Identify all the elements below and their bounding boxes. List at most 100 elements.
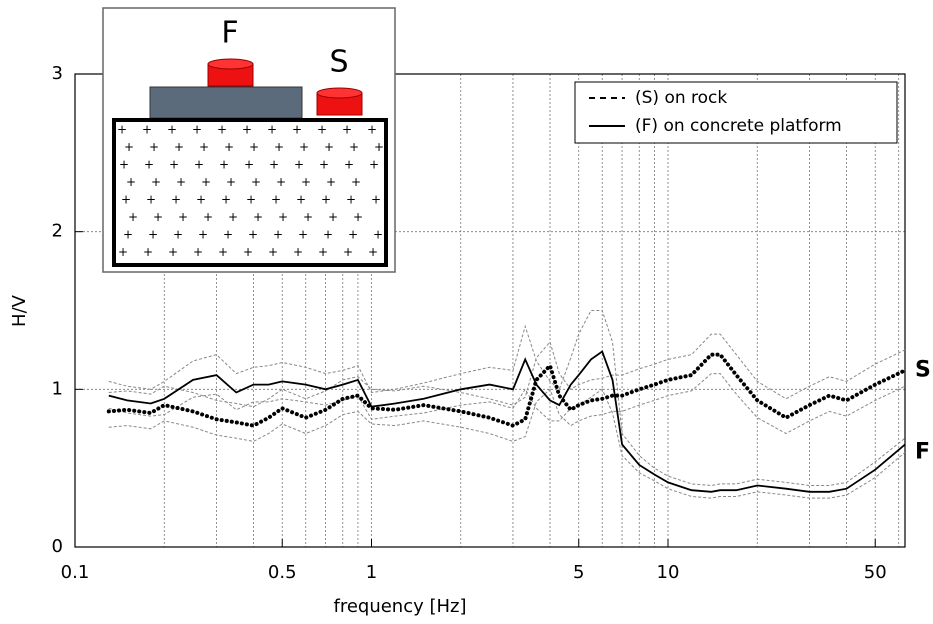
texture-mark: + <box>198 228 208 242</box>
texture-mark: + <box>278 210 288 224</box>
y-tick-label: 3 <box>52 63 63 84</box>
texture-mark: + <box>246 193 256 207</box>
y-tick-label: 2 <box>52 221 63 242</box>
texture-mark: + <box>351 175 361 189</box>
texture-mark: + <box>196 193 206 207</box>
series-end-label: S <box>915 357 931 382</box>
texture-mark: + <box>149 140 159 154</box>
texture-mark: + <box>221 193 231 207</box>
texture-mark: + <box>217 123 227 137</box>
texture-mark: + <box>293 245 303 259</box>
legend-box <box>574 81 898 144</box>
texture-mark: + <box>249 140 259 154</box>
texture-mark: + <box>317 123 327 137</box>
texture-mark: + <box>321 193 331 207</box>
texture-mark: + <box>218 245 228 259</box>
texture-mark: + <box>298 228 308 242</box>
band-line <box>108 373 906 442</box>
texture-mark: + <box>124 140 134 154</box>
texture-mark: + <box>223 228 233 242</box>
texture-mark: + <box>276 175 286 189</box>
texture-mark: + <box>143 245 153 259</box>
texture-mark: + <box>176 175 186 189</box>
inset-diagram: + + + + + + + + + + + + + + + + + + + + + + + + + + + + + + + + + + + + + + + +… <box>102 7 396 273</box>
texture-mark: + <box>144 158 154 172</box>
texture-mark: + <box>271 193 281 207</box>
texture-mark: + <box>299 140 309 154</box>
x-tick-label: 5 <box>573 562 584 583</box>
texture-mark: + <box>199 140 209 154</box>
texture-mark: + <box>203 210 213 224</box>
texture-mark: + <box>224 140 234 154</box>
texture-mark: + <box>326 175 336 189</box>
texture-mark: + <box>253 210 263 224</box>
texture-mark: + <box>151 175 161 189</box>
texture-mark: + <box>128 210 138 224</box>
texture-mark: + <box>118 245 128 259</box>
texture-mark: + <box>194 158 204 172</box>
band-line <box>108 333 906 408</box>
x-tick-label: 0.5 <box>268 562 297 583</box>
texture-mark: + <box>146 193 156 207</box>
inset-label: S <box>329 45 348 80</box>
texture-mark: + <box>323 228 333 242</box>
texture-mark: + <box>169 158 179 172</box>
texture-mark: + <box>244 158 254 172</box>
texture-mark: + <box>368 245 378 259</box>
texture-mark: + <box>292 123 302 137</box>
texture-mark: + <box>269 158 279 172</box>
sensor-s-top <box>316 87 363 99</box>
rock-texture: + + + + + + + + + + + + + + + + + + + + + + + + + + + + + + + + + + + + + + + +… <box>117 123 384 260</box>
band-line <box>108 388 906 499</box>
x-tick-label: 1 <box>366 562 377 583</box>
series-line <box>108 350 906 493</box>
texture-mark: + <box>369 158 379 172</box>
texture-mark: + <box>126 175 136 189</box>
texture-mark: + <box>192 123 202 137</box>
texture-mark: + <box>346 193 356 207</box>
texture-mark: + <box>343 245 353 259</box>
texture-mark: + <box>148 228 158 242</box>
texture-mark: + <box>173 228 183 242</box>
texture-mark: + <box>374 140 384 154</box>
texture-mark: + <box>167 123 177 137</box>
texture-mark: + <box>303 210 313 224</box>
inset-label: F <box>221 16 238 51</box>
y-axis-label: H/V <box>9 294 30 327</box>
x-tick-label: 10 <box>657 562 680 583</box>
texture-mark: + <box>193 245 203 259</box>
texture-mark: + <box>251 175 261 189</box>
texture-mark: + <box>243 245 253 259</box>
texture-mark: + <box>267 123 277 137</box>
texture-mark: + <box>268 245 278 259</box>
texture-mark: + <box>373 228 383 242</box>
texture-mark: + <box>296 193 306 207</box>
sensor-f-top <box>207 58 254 70</box>
band-line <box>108 310 906 487</box>
texture-mark: + <box>174 140 184 154</box>
texture-mark: + <box>117 123 127 137</box>
texture-mark: + <box>344 158 354 172</box>
texture-mark: + <box>348 228 358 242</box>
texture-mark: + <box>319 158 329 172</box>
legend-label: (S) on rock <box>635 88 727 108</box>
texture-mark: + <box>142 123 152 137</box>
x-tick-label: 50 <box>864 562 887 583</box>
texture-mark: + <box>119 158 129 172</box>
platform <box>149 86 303 119</box>
texture-mark: + <box>242 123 252 137</box>
x-tick-label: 0.1 <box>61 562 90 583</box>
series-end-label: F <box>915 440 930 465</box>
texture-mark: + <box>219 158 229 172</box>
texture-mark: + <box>273 228 283 242</box>
texture-mark: + <box>367 123 377 137</box>
plot-frame <box>74 73 906 548</box>
texture-mark: + <box>324 140 334 154</box>
y-tick-label: 1 <box>52 378 63 399</box>
legend-label: (F) on concrete platform <box>635 116 842 136</box>
texture-mark: + <box>226 175 236 189</box>
texture-mark: + <box>274 140 284 154</box>
x-axis-label: frequency [Hz] <box>333 596 466 617</box>
rock-block <box>112 118 388 267</box>
